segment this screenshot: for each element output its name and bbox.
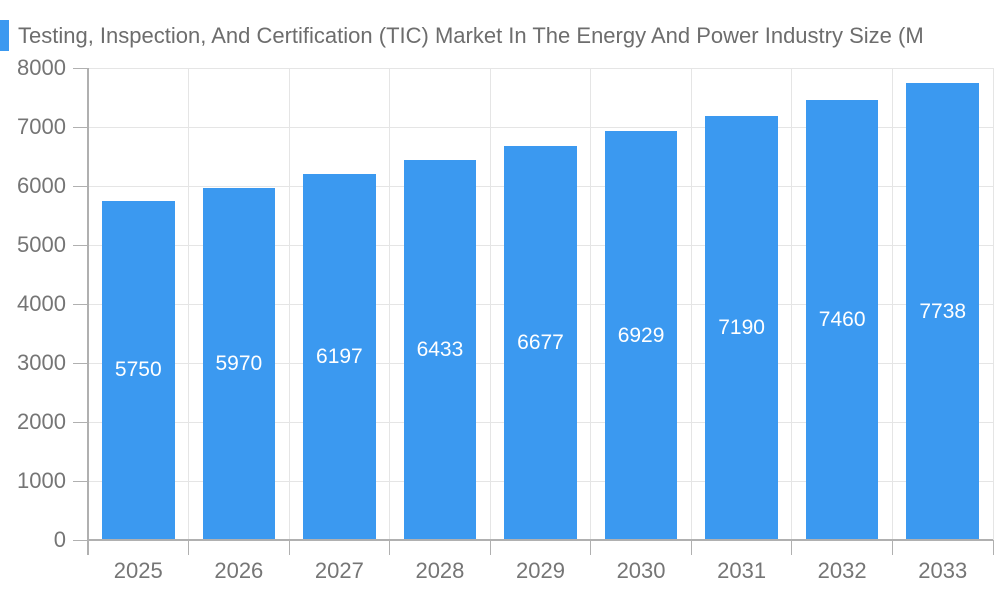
x-tick-label: 2033 <box>918 558 968 583</box>
bar-value-label: 6677 <box>517 331 564 355</box>
v-gridline <box>690 68 692 540</box>
series-color-swatch <box>0 20 9 51</box>
v-gridline <box>188 68 190 540</box>
bar-value-label: 6433 <box>416 338 464 362</box>
bar-value-label: 5750 <box>114 358 162 382</box>
y-tick-label: 7000 <box>17 114 66 139</box>
v-gridline <box>992 68 994 540</box>
x-axis-tick <box>791 540 793 555</box>
bar-2026: 5970 <box>202 187 276 540</box>
y-axis-line <box>87 68 89 555</box>
x-tick-label: 2025 <box>113 558 163 583</box>
bar-2030: 6929 <box>604 131 678 540</box>
x-axis-tick <box>690 540 692 555</box>
y-tick-label: 0 <box>53 527 66 552</box>
bar-2032: 7460 <box>805 99 879 540</box>
bar-value-label: 6197 <box>316 345 363 369</box>
legend: Testing, Inspection, And Certification (… <box>0 20 924 51</box>
y-axis-tick <box>73 244 88 246</box>
h-gridline <box>88 67 993 69</box>
x-axis-tick <box>590 540 592 555</box>
y-axis-tick <box>73 126 88 128</box>
y-tick-label: 8000 <box>17 55 66 80</box>
y-tick-label: 1000 <box>17 468 66 493</box>
y-axis-tick <box>73 185 88 187</box>
y-tick-label: 6000 <box>17 173 66 198</box>
y-tick-label: 3000 <box>17 350 66 375</box>
chart-title: Testing, Inspection, And Certification (… <box>18 22 924 48</box>
x-tick-label: 2026 <box>214 558 264 583</box>
y-tick-label: 5000 <box>17 232 66 257</box>
v-gridline <box>389 68 391 540</box>
bar-2033: 7738 <box>906 83 979 540</box>
bar-2028: 6433 <box>403 160 477 540</box>
x-tick-label: 2027 <box>314 558 364 583</box>
y-axis-tick <box>73 480 88 482</box>
bar-value-label: 7738 <box>919 299 967 323</box>
y-axis-tick <box>73 539 88 541</box>
x-tick-label: 2029 <box>516 558 565 583</box>
y-axis-tick <box>73 362 88 364</box>
v-gridline <box>791 68 793 540</box>
y-axis-tick <box>73 67 88 69</box>
x-axis-tick <box>389 540 391 555</box>
x-axis-tick <box>87 540 89 555</box>
x-tick-label: 2032 <box>817 558 867 583</box>
bar-value-label: 7190 <box>718 315 765 339</box>
x-axis-tick <box>188 540 190 555</box>
v-gridline <box>891 68 893 540</box>
bar-value-label: 6929 <box>617 323 665 347</box>
bar-value-label: 5970 <box>215 351 263 375</box>
x-axis-tick <box>288 540 290 555</box>
bar-2027: 6197 <box>303 174 376 540</box>
bar-2025: 5750 <box>102 200 175 540</box>
y-tick-label: 2000 <box>17 409 66 434</box>
bar-value-label: 7460 <box>818 307 866 331</box>
v-gridline <box>489 68 491 540</box>
y-tick-label: 4000 <box>17 291 66 316</box>
v-gridline <box>590 68 592 540</box>
y-axis-tick <box>73 303 88 305</box>
x-axis-tick <box>992 540 994 555</box>
bar-2029: 6677 <box>504 146 577 540</box>
plot-area: 0 1000 2000 3000 4000 5000 6000 7000 8000 5750 597… <box>17 55 994 583</box>
x-axis-tick <box>891 540 893 555</box>
y-axis-tick <box>73 421 88 423</box>
bar-2031: 7190 <box>705 115 778 540</box>
x-tick-label: 2028 <box>415 558 465 583</box>
x-tick-label: 2031 <box>717 558 767 583</box>
x-tick-label: 2030 <box>616 558 666 583</box>
x-axis-tick <box>489 540 491 555</box>
v-gridline <box>288 68 290 540</box>
